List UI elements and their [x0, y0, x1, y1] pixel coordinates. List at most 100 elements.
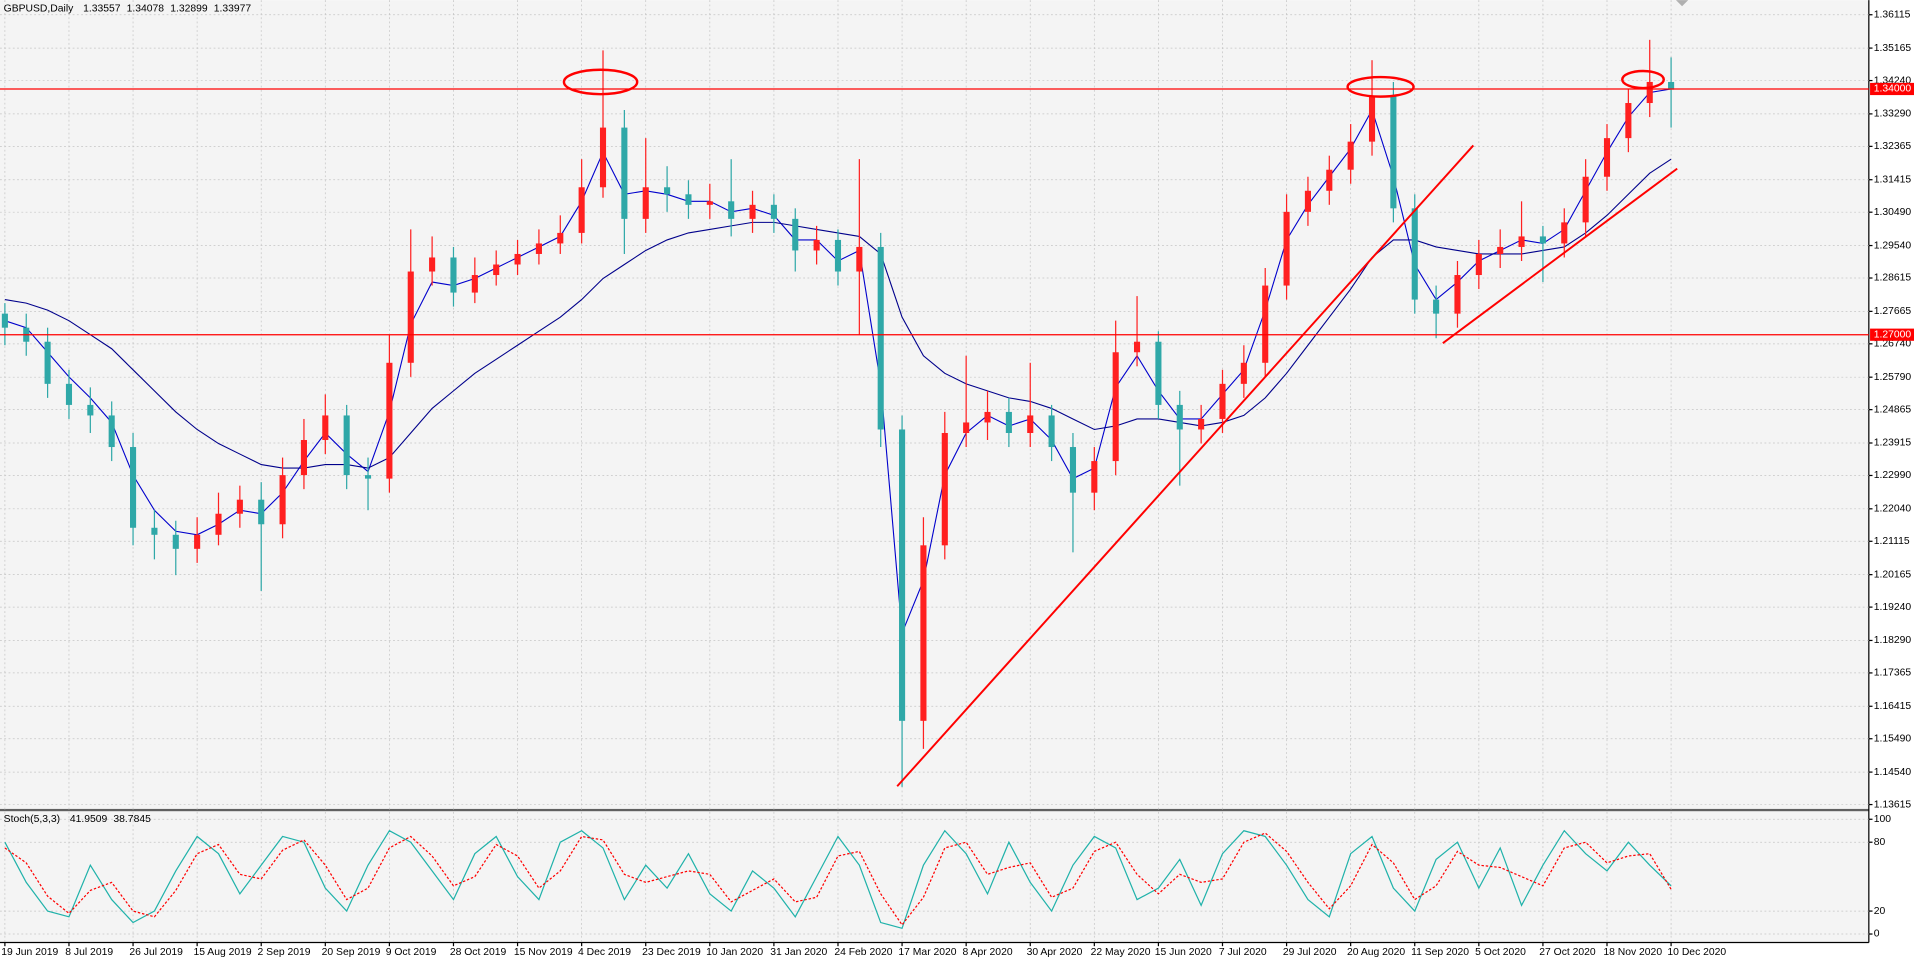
highlight-ellipse	[1346, 75, 1415, 98]
candle-body	[920, 545, 927, 721]
candle-body	[578, 187, 585, 233]
candle-body	[1411, 208, 1418, 300]
labels: 1.36115 1.35165 1.34240 1.33290 1.32365 1.314…	[1, 3, 1914, 958]
x-tick-label: 2 Sep 2019	[258, 947, 311, 958]
y-tick-label: 1.35165	[1874, 43, 1912, 54]
candle-body	[834, 239, 842, 272]
candle-body	[813, 239, 820, 251]
x-tick-label: 7 Jul 2020	[1219, 947, 1267, 958]
highlight-ellipse	[562, 68, 639, 96]
candle-body	[1603, 138, 1611, 177]
candle-body	[130, 447, 137, 528]
candle-body	[194, 534, 201, 549]
oscillator-panel	[0, 811, 1869, 943]
candle-body	[1005, 411, 1012, 433]
candle-body	[1518, 236, 1525, 247]
x-tick-label: 17 Mar 2020	[898, 947, 956, 958]
candle-body	[493, 264, 500, 276]
x-tick-label: 20 Sep 2019	[322, 947, 381, 958]
y-tick-label: 1.29540	[1874, 240, 1912, 251]
candle-body	[1, 313, 8, 328]
candle-body	[1625, 103, 1632, 139]
x-tick-label: 18 Nov 2020	[1603, 947, 1662, 958]
candle-body	[664, 187, 671, 195]
candle-body	[407, 271, 414, 363]
y-tick-label: 80	[1874, 837, 1886, 848]
oscillator-line	[4, 832, 1672, 926]
candle-body	[87, 404, 94, 416]
y-tick-label: 1.20165	[1874, 569, 1912, 580]
candle-body	[322, 415, 329, 441]
x-tick-label: 9 Oct 2019	[386, 947, 437, 958]
y-tick-label: 1.25790	[1874, 372, 1912, 383]
header-value: 1.32899	[170, 3, 208, 14]
y-tick-label: 1.34240	[1874, 75, 1912, 86]
candle-body	[1539, 236, 1546, 244]
candle-body	[1112, 352, 1119, 462]
y-tick-label: 0	[1874, 929, 1880, 940]
candle-body	[151, 527, 158, 535]
candle-body	[535, 243, 542, 254]
x-tick-label: 28 Oct 2019	[450, 947, 507, 958]
candle-body	[65, 383, 73, 405]
y-tick-label: 100	[1874, 814, 1892, 825]
highlight-ellipse	[1621, 69, 1665, 90]
y-tick-label: 1.30490	[1874, 207, 1912, 218]
x-tick-label: 26 Jul 2019	[129, 947, 183, 958]
x-tick-label: 15 Jun 2020	[1155, 947, 1212, 958]
y-tick-label: 1.21115	[1874, 536, 1910, 547]
x-tick-label: 27 Oct 2020	[1539, 947, 1596, 958]
candle-body	[1454, 275, 1461, 314]
x-tick-label: 19 Jun 2019	[1, 947, 58, 958]
candle-body	[386, 362, 393, 479]
candle-body	[1390, 96, 1397, 209]
x-tick-label: 4 Dec 2019	[578, 947, 631, 958]
candle-body	[1069, 447, 1077, 493]
y-tick-label: 1.32365	[1874, 141, 1912, 152]
candle-body	[172, 534, 179, 549]
x-tick-label: 8 Jul 2019	[65, 947, 113, 958]
candle-body	[728, 201, 735, 219]
candle-body	[1347, 141, 1354, 170]
candle-body	[514, 253, 521, 265]
y-tick-label: 1.31415	[1874, 174, 1912, 185]
x-tick-label: 20 Aug 2020	[1347, 947, 1405, 958]
x-tick-label: 30 Apr 2020	[1027, 947, 1083, 958]
candle-body	[1668, 81, 1675, 90]
candle-body	[1497, 246, 1504, 254]
candle-body	[706, 201, 713, 205]
x-tick-label: 22 May 2020	[1091, 947, 1151, 958]
panel-title: Stoch(5,3,3)	[4, 814, 60, 825]
grid	[0, 0, 1869, 943]
level-label: 1.34000	[1874, 84, 1912, 95]
candle-body	[792, 218, 799, 251]
candle-body	[599, 127, 607, 188]
y-tick-label: 1.18290	[1874, 635, 1912, 646]
y-tick-label: 1.22040	[1874, 504, 1912, 515]
candle-body	[1433, 299, 1440, 314]
candle-body	[279, 475, 286, 525]
candle-body	[1561, 222, 1568, 244]
y-tick-label: 1.22990	[1874, 470, 1912, 481]
x-tick-label: 11 Sep 2020	[1411, 947, 1469, 958]
candle-body	[236, 499, 243, 514]
x-tick-label: 29 Jul 2020	[1283, 947, 1337, 958]
trend-line	[1442, 167, 1678, 344]
candle-body	[557, 232, 564, 244]
oscillator-line	[4, 829, 1672, 930]
x-tick-label: 10 Dec 2020	[1667, 947, 1726, 958]
x-tick-label: 5 Oct 2020	[1475, 947, 1526, 958]
y-tick-label: 1.26740	[1874, 339, 1912, 350]
price-panel	[0, 0, 1869, 809]
candle-body	[856, 246, 863, 272]
candle-body	[1133, 341, 1141, 353]
candle-body	[108, 415, 115, 448]
candle-body	[364, 475, 372, 479]
y-tick-label: 1.19240	[1874, 602, 1912, 613]
candle-body	[941, 432, 948, 546]
candle-body	[749, 204, 756, 219]
candle-body	[1304, 190, 1311, 212]
y-tick-label: 20	[1874, 906, 1886, 917]
